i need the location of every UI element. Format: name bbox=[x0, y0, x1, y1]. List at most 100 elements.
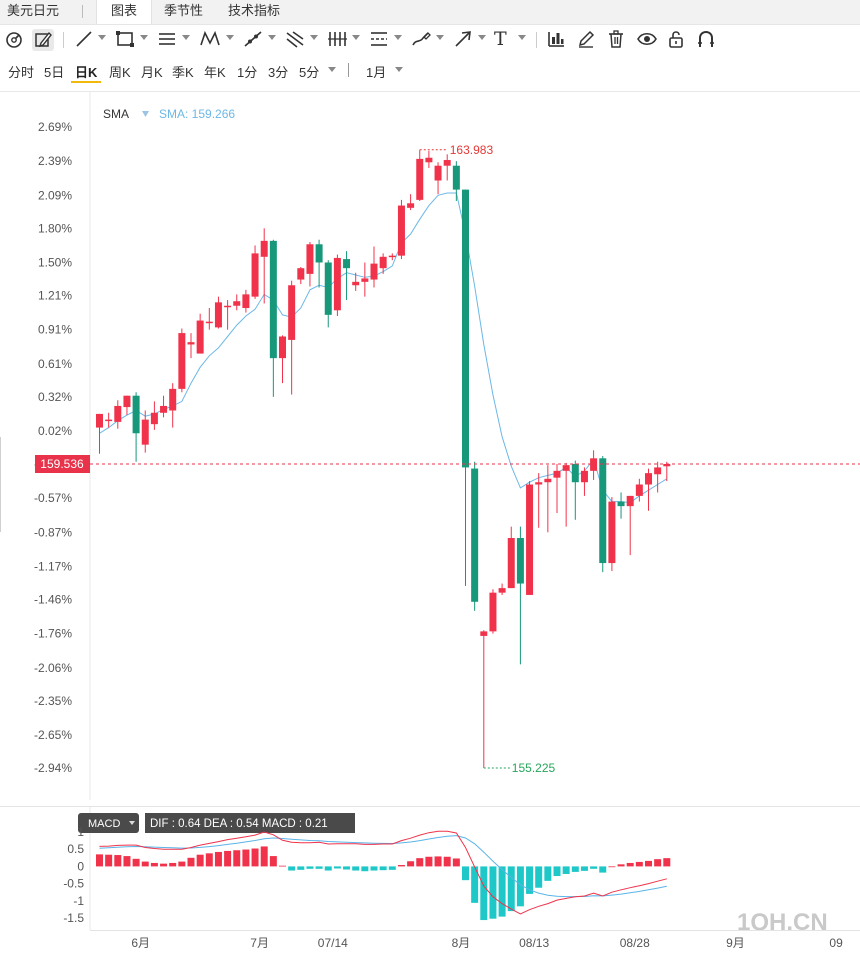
candle-body bbox=[123, 395, 131, 408]
brush-icon[interactable] bbox=[410, 29, 432, 51]
fib-lines-icon[interactable] bbox=[326, 29, 348, 51]
trash-icon[interactable] bbox=[606, 29, 626, 51]
macd-histogram-bar bbox=[96, 854, 103, 867]
candle-body bbox=[370, 263, 378, 280]
price-chart[interactable]: 2.69% 2.39% 2.09% 1.80% 1.50% 1.21% 0.91% 0.61%… bbox=[0, 92, 860, 800]
macd-y-tick-label: 0.5 bbox=[67, 842, 84, 856]
y-axis-tick-label: 1.21% bbox=[38, 289, 72, 303]
tab-usdjpy[interactable]: 美元日元 bbox=[7, 3, 60, 18]
macd-histogram-bar bbox=[425, 856, 433, 867]
x-axis-tick-label: 08/28 bbox=[620, 936, 650, 950]
macd-histogram-bar bbox=[434, 856, 442, 867]
period-intraday[interactable]: 分时 bbox=[8, 65, 35, 80]
chevron-down-icon[interactable] bbox=[478, 35, 486, 40]
candle-body bbox=[462, 189, 469, 468]
period-weekly[interactable]: 周K bbox=[109, 65, 131, 80]
y-axis-tick-label: -1.17% bbox=[34, 559, 72, 573]
chevron-down-icon[interactable] bbox=[268, 35, 276, 40]
macd-histogram-bar bbox=[297, 866, 305, 870]
line-icon[interactable] bbox=[74, 29, 94, 51]
x-axis-tick-label: 8月 bbox=[452, 936, 471, 950]
candle-body bbox=[96, 413, 103, 428]
parallel-lines-icon[interactable] bbox=[156, 29, 178, 51]
tab-technical-indicators[interactable]: 技术指标 bbox=[228, 3, 281, 18]
pattern-icon[interactable] bbox=[198, 29, 222, 51]
candle-body bbox=[260, 240, 268, 257]
tab-bar: 美元日元 图表 季节性 技术指标 bbox=[0, 0, 860, 25]
macd-histogram-bar bbox=[169, 862, 177, 867]
period-quarterly[interactable]: 季K bbox=[172, 65, 194, 80]
candle-body bbox=[279, 336, 286, 359]
candle-body bbox=[407, 203, 415, 208]
magnet-icon[interactable] bbox=[696, 29, 716, 51]
watermark-text: 1QH.CN bbox=[737, 909, 828, 930]
period-1min[interactable]: 1分 bbox=[237, 65, 258, 80]
pencil-edit-icon[interactable] bbox=[32, 29, 54, 51]
chevron-down-icon[interactable] bbox=[226, 35, 234, 40]
candle-body bbox=[480, 631, 488, 636]
chevron-down-icon[interactable] bbox=[394, 35, 402, 40]
tab-divider bbox=[82, 5, 83, 18]
period-3min[interactable]: 3分 bbox=[268, 65, 289, 80]
period-monthly[interactable]: 月K bbox=[141, 65, 163, 80]
chevron-down-icon[interactable] bbox=[182, 35, 190, 40]
candle-body bbox=[562, 465, 570, 471]
candle-body bbox=[626, 495, 634, 507]
unlock-icon[interactable] bbox=[666, 29, 686, 51]
chevron-down-icon[interactable] bbox=[140, 35, 148, 40]
macd-values-label: DIF : 0.64 DEA : 0.54 MACD : 0.21 bbox=[150, 818, 328, 830]
y-axis-tick-label: -1.76% bbox=[34, 627, 72, 641]
candle-body bbox=[251, 253, 259, 297]
candle-body bbox=[397, 205, 405, 256]
period-5min[interactable]: 5分 bbox=[299, 65, 320, 80]
period-daily[interactable]: 日K bbox=[75, 65, 98, 80]
chevron-down-icon[interactable] bbox=[98, 35, 106, 40]
macd-histogram-bar bbox=[288, 866, 296, 871]
candle-body bbox=[333, 257, 341, 311]
y-axis-tick-label: -0.87% bbox=[34, 525, 72, 539]
macd-histogram-bar bbox=[251, 848, 259, 867]
range-chevron-down-icon[interactable] bbox=[395, 67, 403, 72]
macd-y-tick-label: 1 bbox=[77, 825, 84, 839]
macd-histogram-bar bbox=[242, 849, 250, 867]
period-5day[interactable]: 5日 bbox=[44, 65, 65, 80]
gauge-icon[interactable] bbox=[4, 29, 24, 51]
period-yearly[interactable]: 年K bbox=[204, 65, 226, 80]
candle-body bbox=[544, 478, 552, 483]
rectangle-icon[interactable] bbox=[114, 29, 136, 51]
toolbar-divider bbox=[536, 32, 537, 48]
candle-body bbox=[160, 405, 168, 413]
fork-icon[interactable] bbox=[284, 29, 306, 51]
candle-body bbox=[105, 419, 113, 422]
chevron-down-icon[interactable] bbox=[518, 35, 526, 40]
chevron-down-icon[interactable] bbox=[352, 35, 360, 40]
tab-seasonality[interactable]: 季节性 bbox=[164, 3, 204, 18]
candle-body bbox=[288, 285, 296, 340]
arrow-icon[interactable] bbox=[452, 29, 474, 51]
bar-chart-icon[interactable] bbox=[546, 29, 566, 51]
range-selector[interactable]: 1月 bbox=[366, 65, 387, 80]
channel-icon[interactable] bbox=[368, 29, 390, 51]
ray-icon[interactable] bbox=[242, 29, 264, 51]
candle-body bbox=[343, 259, 351, 269]
chevron-down-icon[interactable] bbox=[310, 35, 318, 40]
macd-histogram-bar bbox=[516, 866, 524, 907]
text-icon[interactable]: T bbox=[494, 28, 507, 50]
candle-body bbox=[498, 588, 506, 593]
chevron-down-icon[interactable] bbox=[436, 35, 444, 40]
macd-histogram-bar bbox=[324, 866, 332, 871]
y-axis-tick-label: 1.50% bbox=[38, 255, 72, 269]
candle-body bbox=[352, 281, 360, 286]
candle-body bbox=[580, 470, 588, 483]
tab-chart[interactable]: 图表 bbox=[96, 0, 152, 24]
candle-body bbox=[233, 301, 241, 306]
macd-histogram-bar bbox=[480, 866, 488, 921]
current-price-badge bbox=[35, 455, 90, 474]
macd-histogram-bar bbox=[617, 864, 625, 867]
macd-chart[interactable]: MACD DIF : 0.64 DEA : 0.54 MACD : 0.21 1 0.… bbox=[0, 806, 860, 930]
y-axis-tick-label: -2.94% bbox=[34, 761, 72, 775]
pen-icon[interactable] bbox=[576, 29, 596, 51]
eye-icon[interactable] bbox=[636, 29, 658, 51]
more-periods-chevron-icon[interactable] bbox=[328, 67, 336, 72]
candle-body bbox=[214, 302, 222, 328]
